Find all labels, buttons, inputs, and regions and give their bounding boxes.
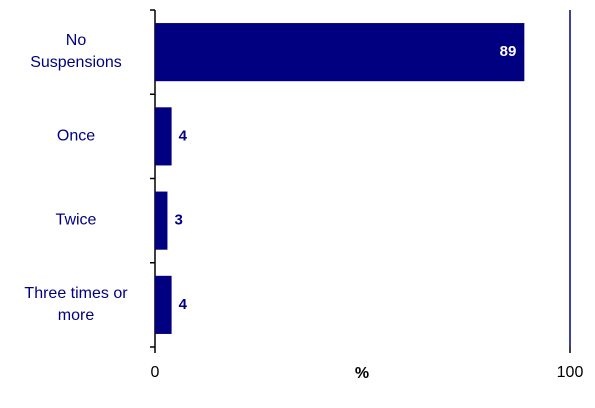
y-tick-label: Once: [57, 128, 95, 145]
bar: [155, 23, 525, 82]
value-label: 3: [174, 212, 182, 229]
x-tick-label: 100: [557, 364, 584, 381]
value-label: 89: [500, 43, 517, 60]
y-tick-label: No Suspensions: [30, 32, 122, 71]
y-tick-label: Twice: [56, 212, 97, 229]
y-tick-label: Three times or more: [24, 285, 128, 324]
x-tick-label: 0: [151, 364, 160, 381]
bar: [155, 191, 168, 250]
bar: [155, 275, 172, 334]
bar: [155, 107, 172, 166]
x-axis-label: %: [355, 365, 369, 382]
value-label: 4: [179, 127, 188, 144]
value-label: 4: [179, 296, 188, 313]
